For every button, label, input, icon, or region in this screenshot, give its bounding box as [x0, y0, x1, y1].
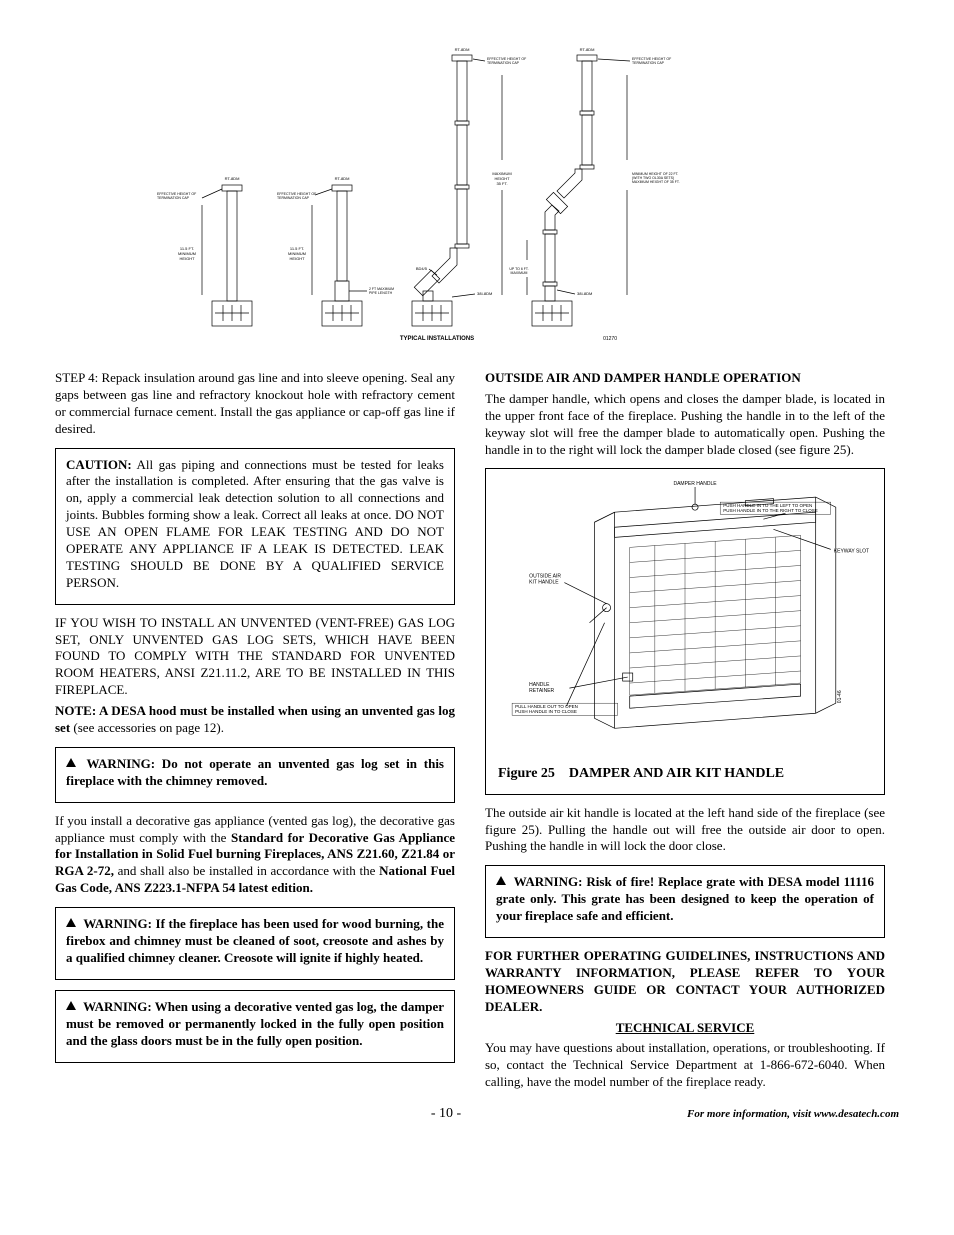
warning-3-box: WARNING: When using a decorative vented …: [55, 990, 455, 1063]
svg-text:EFFECTIVE HEIGHT OFTERMINATION: EFFECTIVE HEIGHT OFTERMINATION CAP: [277, 192, 316, 200]
outside-air-text: The outside air kit handle is located at…: [485, 805, 885, 856]
outside-air-heading: OUTSIDE AIR AND DAMPER HANDLE OPERATION: [485, 370, 885, 387]
svg-text:11.5 FT.MINIMUMHEIGHT: 11.5 FT.MINIMUMHEIGHT: [178, 246, 196, 261]
warning-2-box: WARNING: If the fireplace has been used …: [55, 907, 455, 980]
typical-installations-diagram: RT-8DM EFFECTIVE HEIGHT OFTERMINATION CA…: [55, 40, 899, 350]
figure-25-box: DAMPER HANDLE PUSH HANDLE IN TO THE LEFT…: [485, 468, 885, 794]
svg-text:01-46: 01-46: [837, 690, 843, 703]
svg-text:MAXIMUMHEIGHT35 FT.: MAXIMUMHEIGHT35 FT.: [492, 171, 511, 186]
svg-text:OUTSIDE AIRKIT HANDLE: OUTSIDE AIRKIT HANDLE: [529, 573, 561, 585]
svg-text:PUSH HANDLE IN TO THE RIGHT TO: PUSH HANDLE IN TO THE RIGHT TO CLOSE: [723, 508, 818, 513]
damper-text: The damper handle, which opens and close…: [485, 391, 885, 459]
caution-text: All gas piping and connections must be t…: [66, 457, 444, 590]
svg-text:RT-8DM: RT-8DM: [225, 176, 240, 181]
page-number: - 10 -: [205, 1105, 687, 1123]
further-guidelines: FOR FURTHER OPERATING GUIDELINES, INSTRU…: [485, 948, 885, 1016]
warning-icon: [66, 1001, 76, 1010]
footer-url: For more information, visit www.desatech…: [687, 1107, 899, 1121]
svg-text:BD4/5: BD4/5: [416, 266, 428, 271]
svg-text:RT-8DM: RT-8DM: [580, 47, 595, 52]
warning-icon: [496, 876, 506, 885]
warning-4-text: WARNING: Risk of fire! Replace grate wit…: [496, 874, 874, 923]
svg-text:11.5 FT.MINIMUMHEIGHT: 11.5 FT.MINIMUMHEIGHT: [288, 246, 306, 261]
svg-text:EFFECTIVE HEIGHT OFTERMINATION: EFFECTIVE HEIGHT OFTERMINATION CAP: [632, 57, 671, 65]
figure-25-diagram: DAMPER HANDLE PUSH HANDLE IN TO THE LEFT…: [494, 477, 876, 757]
warning-3-text: WARNING: When using a decorative vented …: [66, 999, 444, 1048]
svg-text:2 FT MAXIMUMPIPE LENGTH: 2 FT MAXIMUMPIPE LENGTH: [369, 287, 394, 295]
svg-text:HANDLERETAINER: HANDLERETAINER: [529, 682, 554, 694]
svg-text:EFFECTIVE HEIGHT OFTERMINATION: EFFECTIVE HEIGHT OFTERMINATION CAP: [157, 192, 196, 200]
svg-text:UP TO 6 FT.MAXIMUM: UP TO 6 FT.MAXIMUM: [509, 267, 529, 275]
svg-text:RT-8DM: RT-8DM: [455, 47, 470, 52]
warning-icon: [66, 918, 76, 927]
figure-25-svg: DAMPER HANDLE PUSH HANDLE IN TO THE LEFT…: [494, 477, 876, 758]
svg-text:01270: 01270: [603, 336, 617, 342]
warning-4-box: WARNING: Risk of fire! Replace grate wit…: [485, 865, 885, 938]
svg-text:38I-8DM: 38I-8DM: [477, 291, 492, 296]
svg-text:PUSH HANDLE IN TO CLOSE: PUSH HANDLE IN TO CLOSE: [515, 709, 577, 714]
caution-label: CAUTION:: [66, 457, 132, 472]
svg-text:TYPICAL INSTALLATIONS: TYPICAL INSTALLATIONS: [400, 336, 474, 342]
step4-text: STEP 4: Repack insulation around gas lin…: [55, 370, 455, 438]
figure-25-caption: Figure 25 DAMPER AND AIR KIT HANDLE: [498, 765, 876, 783]
warning-1-text: WARNING: Do not operate an unvented gas …: [66, 756, 444, 788]
warning-1-box: WARNING: Do not operate an unvented gas …: [55, 747, 455, 803]
page: RT-8DM EFFECTIVE HEIGHT OFTERMINATION CA…: [55, 40, 899, 1123]
svg-text:MINIMUM HEIGHT OF 22 FT.(WITH: MINIMUM HEIGHT OF 22 FT.(WITH TWO OL30A …: [632, 172, 680, 184]
warning-icon: [66, 758, 76, 767]
svg-text:KEYWAY SLOT: KEYWAY SLOT: [834, 548, 869, 554]
body-columns: STEP 4: Repack insulation around gas lin…: [55, 370, 899, 1095]
left-column: STEP 4: Repack insulation around gas lin…: [55, 370, 455, 1095]
unvented-text: IF YOU WISH TO INSTALL AN UNVENTED (VENT…: [55, 615, 455, 699]
svg-text:38I-8DM: 38I-8DM: [577, 291, 592, 296]
svg-text:DAMPER HANDLE: DAMPER HANDLE: [673, 481, 717, 487]
technical-service-heading: TECHNICAL SERVICE: [485, 1020, 885, 1037]
right-column: OUTSIDE AIR AND DAMPER HANDLE OPERATION …: [485, 370, 885, 1095]
warning-2-text: WARNING: If the fireplace has been used …: [66, 916, 444, 965]
caution-box: CAUTION: All gas piping and connections …: [55, 448, 455, 605]
decorative-text: If you install a decorative gas applianc…: [55, 813, 455, 897]
svg-text:EFFECTIVE HEIGHT OFTERMINATION: EFFECTIVE HEIGHT OFTERMINATION CAP: [487, 57, 526, 65]
page-footer: - 10 - For more information, visit www.d…: [55, 1105, 899, 1123]
technical-service-text: You may have questions about installatio…: [485, 1040, 885, 1091]
desa-note: NOTE: A DESA hood must be installed when…: [55, 703, 455, 737]
svg-text:RT-8DM: RT-8DM: [335, 176, 350, 181]
installation-svg: RT-8DM EFFECTIVE HEIGHT OFTERMINATION CA…: [157, 45, 797, 345]
